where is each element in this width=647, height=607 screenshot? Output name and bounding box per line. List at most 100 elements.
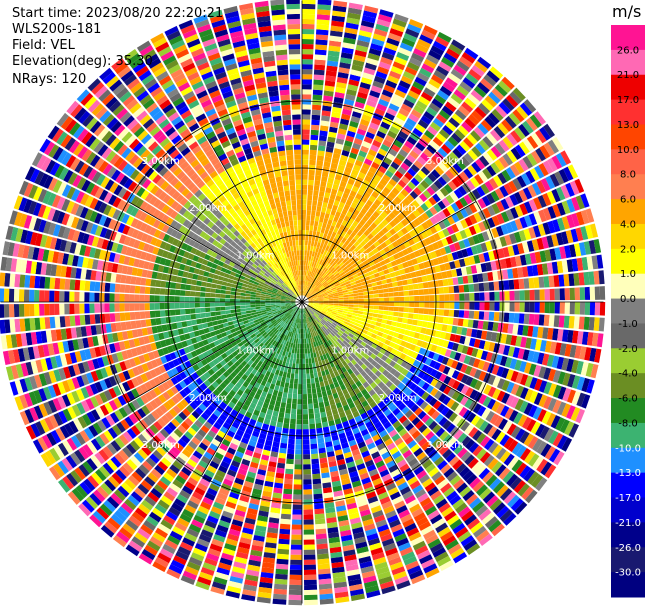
velocity-gate — [538, 209, 547, 223]
velocity-gate — [349, 268, 356, 274]
velocity-gate — [385, 231, 393, 239]
velocity-gate — [275, 472, 284, 479]
velocity-gate — [413, 250, 421, 258]
velocity-gate — [488, 177, 499, 190]
velocity-gate — [403, 99, 415, 109]
velocity-gate — [390, 65, 404, 75]
velocity-gate — [478, 171, 488, 183]
velocity-gate — [323, 303, 329, 305]
velocity-gate — [389, 220, 397, 228]
velocity-gate — [422, 314, 429, 321]
velocity-gate — [547, 206, 557, 219]
velocity-gate — [344, 140, 353, 148]
velocity-gate — [481, 195, 491, 207]
velocity-gate — [449, 243, 457, 253]
velocity-gate — [438, 373, 447, 383]
velocity-gate — [352, 142, 361, 150]
velocity-gate — [423, 288, 430, 295]
velocity-gate — [362, 314, 368, 319]
velocity-gate — [293, 388, 298, 394]
velocity-gate — [318, 196, 324, 202]
velocity-gate — [453, 89, 466, 101]
velocity-gate — [478, 221, 486, 232]
velocity-gate — [355, 330, 362, 336]
velocity-gate — [309, 282, 313, 288]
velocity-gate — [524, 389, 534, 402]
velocity-gate — [455, 199, 464, 210]
velocity-gate — [336, 267, 343, 273]
velocity-gate — [316, 548, 329, 555]
velocity-gate — [431, 169, 441, 179]
velocity-gate — [302, 343, 305, 349]
velocity-gate — [542, 160, 554, 174]
velocity-gate — [510, 220, 519, 232]
velocity-gate — [503, 312, 510, 323]
velocity-gate — [302, 204, 307, 210]
velocity-gate — [308, 413, 315, 419]
velocity-gate — [466, 328, 473, 337]
velocity-gate — [286, 398, 292, 404]
velocity-gate — [283, 422, 290, 429]
velocity-gate — [302, 419, 309, 425]
velocity-gate — [528, 313, 535, 325]
velocity-gate — [281, 508, 292, 515]
velocity-gate — [299, 363, 302, 369]
velocity-gate — [452, 277, 459, 285]
velocity-gate — [388, 255, 395, 262]
velocity-gate — [345, 254, 352, 261]
velocity-gate — [350, 69, 362, 77]
velocity-gate — [489, 291, 495, 301]
velocity-gate — [308, 304, 313, 307]
velocity-gate — [506, 150, 518, 163]
velocity-gate — [382, 314, 388, 320]
velocity-gate — [472, 188, 482, 200]
velocity-gate — [452, 317, 459, 326]
velocity-gate — [292, 363, 296, 369]
velocity-gate — [357, 286, 363, 290]
velocity-gate — [523, 402, 534, 416]
velocity-gate — [362, 260, 369, 266]
velocity-gate — [498, 312, 505, 322]
velocity-gate — [364, 276, 371, 281]
velocity-gate — [284, 382, 290, 388]
velocity-gate — [499, 185, 509, 198]
velocity-gate — [510, 147, 522, 160]
velocity-gate — [303, 529, 315, 535]
velocity-gate — [451, 370, 460, 380]
velocity-gate — [388, 191, 397, 200]
velocity-gate — [575, 408, 585, 424]
velocity-gate — [400, 340, 407, 347]
velocity-gate — [315, 49, 327, 56]
velocity-gate — [579, 302, 586, 315]
velocity-gate — [316, 19, 330, 26]
velocity-gate — [303, 499, 313, 505]
velocity-gate — [463, 257, 471, 266]
velocity-gate — [463, 238, 471, 248]
velocity-gate — [302, 394, 308, 400]
velocity-gate — [280, 437, 288, 444]
velocity-gate — [302, 18, 315, 25]
velocity-gate — [399, 42, 414, 52]
velocity-gate — [324, 228, 330, 235]
velocity-gate — [342, 258, 348, 264]
velocity-gate — [279, 528, 291, 535]
velocity-gate — [566, 358, 574, 372]
velocity-gate — [533, 392, 543, 406]
velocity-gate — [342, 42, 355, 50]
velocity-gate — [344, 98, 355, 106]
velocity-gate — [358, 253, 364, 260]
velocity-gate — [325, 287, 331, 291]
velocity-gate — [510, 370, 519, 383]
velocity-gate — [287, 448, 295, 455]
velocity-gate — [464, 227, 472, 238]
velocity-gate — [308, 164, 316, 171]
velocity-gate — [314, 412, 321, 419]
velocity-gate — [378, 289, 384, 294]
velocity-gate — [332, 106, 342, 114]
velocity-gate — [552, 432, 564, 447]
velocity-gate — [558, 168, 569, 183]
velocity-gate — [296, 429, 302, 435]
velocity-gate — [315, 281, 320, 286]
velocity-gate — [304, 348, 308, 354]
velocity-gate — [337, 289, 343, 293]
